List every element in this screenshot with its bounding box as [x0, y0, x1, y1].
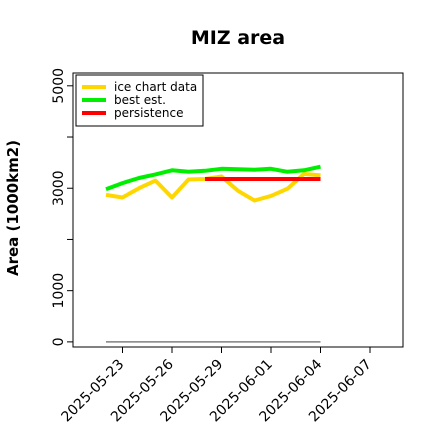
legend-entry-label: ice chart data	[114, 80, 197, 94]
y-tick-label: 3000	[51, 170, 67, 206]
y-tick-label: 0	[51, 337, 67, 346]
legend-entry-label: best est.	[114, 93, 166, 107]
legend-entry-label: persistence	[114, 106, 183, 120]
series-line-1	[105, 164, 321, 192]
y-tick-label: 1000	[51, 273, 67, 309]
y-tick-label: 5000	[51, 68, 67, 104]
chart-title: MIZ area	[191, 27, 285, 49]
y-axis-label: Area (1000km2)	[4, 140, 22, 276]
series-layer	[105, 164, 321, 343]
legend-box	[75, 74, 204, 127]
plot-frame	[72, 72, 404, 348]
y-axis: 0 1000 3000 5000	[51, 68, 73, 346]
